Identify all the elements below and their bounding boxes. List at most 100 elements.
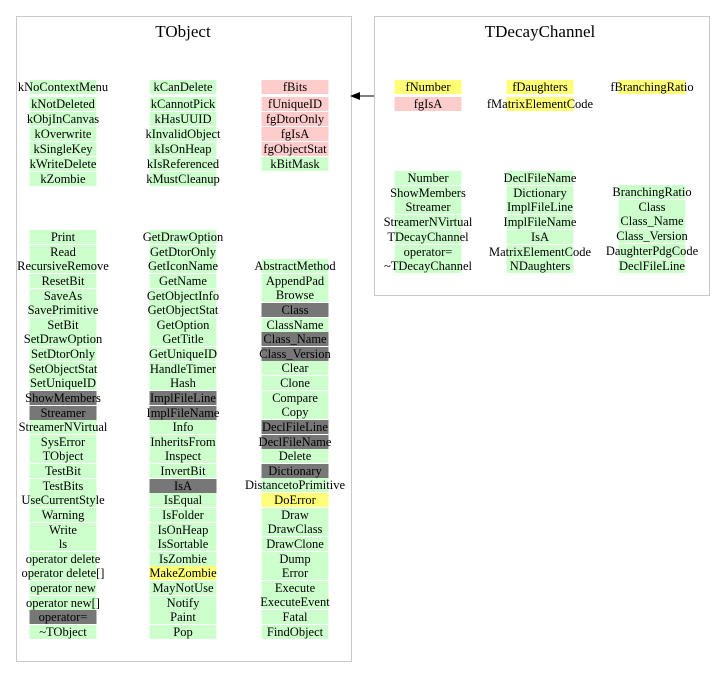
method[interactable]: ls bbox=[58, 537, 68, 552]
method[interactable]: StreamerNVirtual bbox=[383, 215, 473, 230]
data-member[interactable]: fDaughters bbox=[512, 80, 568, 94]
method[interactable]: TestBit bbox=[45, 464, 81, 479]
method[interactable]: Clone bbox=[280, 376, 310, 391]
method[interactable]: Hash bbox=[170, 376, 196, 391]
method[interactable]: Class_Name bbox=[620, 214, 684, 229]
method[interactable]: GetObjectStat bbox=[147, 303, 219, 318]
method[interactable]: IsA bbox=[530, 229, 550, 244]
method[interactable]: IsEqual bbox=[163, 493, 203, 508]
method[interactable]: MayNotUse bbox=[152, 581, 214, 596]
method[interactable]: ~TObject bbox=[39, 625, 87, 639]
method[interactable]: Dictionary bbox=[513, 185, 567, 200]
method[interactable]: Streamer bbox=[405, 200, 451, 215]
method[interactable]: DrawClone bbox=[266, 536, 324, 551]
method[interactable]: ResetBit bbox=[41, 273, 85, 288]
method[interactable]: SetDtorOnly bbox=[31, 347, 95, 362]
method[interactable]: ShowMembers bbox=[25, 390, 101, 405]
method[interactable]: IsA bbox=[173, 478, 193, 493]
method[interactable]: IsFolder bbox=[162, 507, 204, 522]
method[interactable]: Execute bbox=[274, 580, 316, 595]
method[interactable]: operator new[] bbox=[26, 595, 100, 610]
method[interactable]: Error bbox=[281, 566, 309, 581]
data-member[interactable]: kInvalidObject bbox=[145, 127, 221, 141]
method[interactable]: GetIconName bbox=[147, 259, 219, 274]
method[interactable]: DistancetoPrimitive bbox=[245, 478, 345, 493]
data-member[interactable]: kObjInCanvas bbox=[26, 112, 100, 126]
data-member[interactable]: fBits bbox=[282, 80, 308, 94]
method[interactable]: Class bbox=[638, 199, 666, 214]
method[interactable]: operator= bbox=[38, 610, 88, 625]
method[interactable]: Read bbox=[50, 244, 76, 259]
method[interactable]: MatrixElementCode bbox=[488, 244, 592, 259]
method[interactable]: SetObjectStat bbox=[28, 361, 98, 376]
method[interactable]: ImplFileName bbox=[146, 405, 220, 420]
method[interactable]: RecursiveRemove bbox=[17, 259, 109, 274]
method[interactable]: GetDtorOnly bbox=[150, 244, 216, 259]
method[interactable]: Draw bbox=[281, 507, 309, 522]
method[interactable]: BranchingRatio bbox=[612, 185, 692, 199]
method[interactable]: SaveAs bbox=[43, 288, 83, 303]
data-member[interactable]: fNumber bbox=[405, 80, 451, 94]
method[interactable]: ~TDecayChannel bbox=[384, 259, 472, 274]
method[interactable]: operator new bbox=[30, 581, 96, 596]
method[interactable]: operator delete bbox=[25, 551, 101, 566]
method[interactable]: Class bbox=[281, 302, 309, 317]
method[interactable]: Write bbox=[49, 522, 77, 537]
data-member[interactable]: kWriteDelete bbox=[29, 157, 97, 171]
data-member[interactable]: kOverwrite bbox=[34, 127, 92, 141]
method[interactable]: IsOnHeap bbox=[157, 522, 209, 537]
method[interactable]: Class_Version bbox=[259, 346, 331, 361]
data-member[interactable]: kMustCleanup bbox=[146, 172, 220, 186]
method[interactable]: Number bbox=[407, 171, 449, 185]
method[interactable]: Streamer bbox=[40, 405, 86, 420]
method[interactable]: SysError bbox=[40, 434, 86, 449]
method[interactable]: SavePrimitive bbox=[27, 303, 99, 318]
data-member[interactable]: kCannotPick bbox=[150, 97, 216, 111]
data-member[interactable]: kIsOnHeap bbox=[154, 142, 212, 156]
data-member[interactable]: fgIsA bbox=[280, 127, 310, 141]
method[interactable]: TObject bbox=[42, 449, 84, 464]
method[interactable]: Class_Name bbox=[263, 332, 327, 347]
method[interactable]: NDaughters bbox=[509, 259, 571, 274]
method[interactable]: ShowMembers bbox=[390, 185, 466, 200]
method[interactable]: GetObjectInfo bbox=[146, 288, 220, 303]
method[interactable]: AbstractMethod bbox=[254, 259, 336, 273]
method[interactable]: Compare bbox=[272, 390, 318, 405]
method[interactable]: ImplFileLine bbox=[150, 390, 216, 405]
method[interactable]: ClassName bbox=[266, 317, 324, 332]
method[interactable]: Clear bbox=[281, 361, 309, 376]
data-member[interactable]: kCanDelete bbox=[153, 80, 213, 94]
method[interactable]: GetTitle bbox=[162, 332, 204, 347]
method[interactable]: Pop bbox=[173, 625, 193, 639]
method[interactable]: HandleTimer bbox=[149, 361, 217, 376]
data-member[interactable]: kBitMask bbox=[270, 157, 320, 171]
data-member[interactable]: kNotDeleted bbox=[31, 97, 95, 111]
data-member[interactable]: fBranchingRatio bbox=[610, 80, 694, 94]
method[interactable]: DrawClass bbox=[267, 522, 323, 537]
method[interactable]: DeclFileLine bbox=[262, 419, 328, 434]
method[interactable]: Dump bbox=[279, 551, 311, 566]
method[interactable]: Browse bbox=[275, 288, 315, 303]
method[interactable]: InheritsFrom bbox=[150, 434, 216, 449]
method[interactable]: GetOption bbox=[156, 317, 210, 332]
method[interactable]: DaughterPdgCode bbox=[605, 243, 699, 258]
method[interactable]: GetName bbox=[159, 273, 207, 288]
method[interactable]: IsSortable bbox=[157, 537, 209, 552]
method[interactable]: Warning bbox=[41, 507, 85, 522]
method[interactable]: SetBit bbox=[47, 317, 79, 332]
method[interactable]: MakeZombie bbox=[149, 566, 217, 581]
method[interactable]: TDecayChannel bbox=[387, 229, 469, 244]
method[interactable]: DeclFileName bbox=[503, 171, 577, 185]
data-member[interactable]: kZombie bbox=[40, 172, 86, 186]
method[interactable]: StreamerNVirtual bbox=[18, 420, 108, 435]
method[interactable]: ImplFileName bbox=[503, 215, 577, 230]
data-member[interactable]: fMatrixElementCode bbox=[486, 97, 594, 111]
method[interactable]: Notify bbox=[166, 595, 200, 610]
method[interactable]: Dictionary bbox=[268, 463, 322, 478]
method[interactable]: SetDrawOption bbox=[23, 332, 103, 347]
data-member[interactable]: kNoContextMenu bbox=[17, 80, 109, 94]
method[interactable]: ExecuteEvent bbox=[260, 595, 330, 610]
data-member[interactable]: kIsReferenced bbox=[146, 157, 220, 171]
method[interactable]: FindObject bbox=[266, 624, 324, 639]
method[interactable]: Paint bbox=[170, 610, 196, 625]
